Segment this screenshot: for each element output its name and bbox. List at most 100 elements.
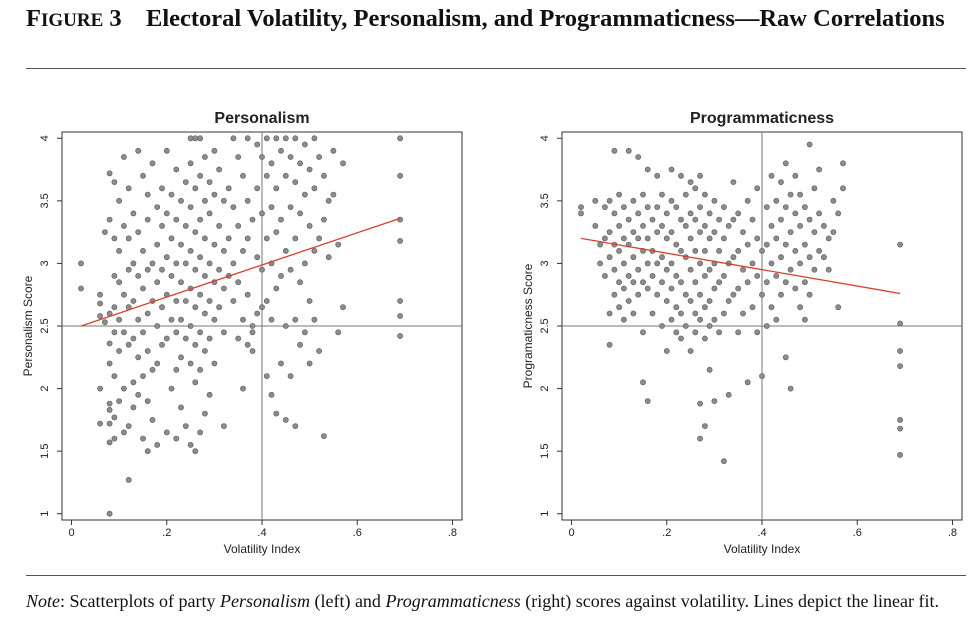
data-point (644, 166, 651, 173)
data-point (640, 222, 646, 229)
data-point (721, 204, 727, 210)
data-point (240, 247, 246, 254)
data-point (335, 329, 342, 336)
data-point (116, 197, 122, 204)
data-point (735, 210, 742, 217)
data-point (606, 197, 613, 204)
data-point (254, 141, 261, 148)
data-point (201, 235, 208, 242)
data-point (802, 279, 808, 286)
data-point (135, 316, 142, 323)
data-point (111, 329, 118, 336)
data-point (792, 172, 799, 179)
data-point (116, 247, 122, 254)
data-point (706, 235, 713, 242)
data-point (168, 316, 175, 323)
data-point (682, 291, 689, 298)
data-point (211, 191, 218, 198)
data-point (692, 329, 699, 336)
data-point (687, 179, 694, 185)
y-tick-label: 3 (539, 260, 551, 266)
y-tick-label: 1 (39, 511, 51, 517)
data-point (325, 197, 332, 204)
data-point (249, 216, 256, 223)
data-point (830, 229, 837, 235)
data-point (644, 398, 651, 404)
data-point (816, 210, 822, 217)
data-point (140, 329, 146, 336)
data-point (163, 210, 170, 217)
x-tick-label: 0 (68, 527, 74, 539)
data-point (254, 310, 261, 317)
data-point (268, 391, 275, 398)
data-point (230, 204, 237, 210)
data-point (630, 310, 637, 317)
data-point (125, 423, 132, 429)
data-point (640, 379, 646, 386)
data-point (306, 298, 313, 304)
y-tick-label: 1 (539, 511, 551, 517)
data-point (830, 197, 837, 204)
data-point (768, 304, 775, 311)
data-point (787, 191, 794, 198)
data-point (106, 360, 113, 367)
data-point (102, 229, 108, 235)
data-point (616, 191, 622, 198)
x-axis-label: Volatility Index (224, 542, 301, 556)
data-point (225, 185, 232, 192)
data-point (735, 329, 742, 336)
data-point (397, 237, 403, 244)
data-point (644, 285, 651, 292)
data-point (173, 366, 180, 373)
data-point (111, 272, 118, 279)
data-point (163, 147, 170, 154)
data-point (754, 329, 761, 336)
data-point (197, 329, 203, 336)
data-point (702, 191, 708, 198)
data-point (306, 360, 313, 367)
data-point (225, 235, 232, 242)
data-point (897, 425, 903, 432)
data-point (606, 254, 613, 261)
data-point (97, 313, 103, 319)
data-point (178, 316, 184, 323)
x-tick-label: .8 (948, 527, 957, 539)
data-point (744, 241, 751, 248)
data-point (897, 363, 903, 369)
data-point (659, 222, 665, 229)
data-point (687, 298, 694, 304)
data-point (163, 335, 170, 342)
y-tick-label: 3.5 (539, 193, 551, 208)
data-point (106, 216, 113, 223)
data-point (621, 235, 627, 242)
data-point (197, 135, 203, 142)
data-point (825, 266, 832, 273)
data-point (292, 179, 299, 185)
data-point (592, 222, 599, 229)
data-point (211, 147, 218, 154)
data-point (692, 216, 699, 223)
data-point (125, 476, 132, 483)
x-tick-label: .2 (662, 527, 671, 539)
y-tick-label: 3 (39, 260, 51, 266)
data-point (292, 135, 299, 142)
data-point (297, 210, 303, 217)
data-point (397, 135, 403, 142)
data-point (635, 291, 642, 298)
data-point (597, 241, 603, 248)
x-tick-label: .4 (757, 527, 766, 539)
data-point (154, 441, 161, 448)
data-point (140, 285, 146, 292)
data-point (173, 166, 180, 173)
data-point (835, 304, 842, 311)
data-point (578, 210, 584, 217)
data-point (149, 366, 156, 373)
data-point (673, 304, 680, 311)
data-point (135, 229, 142, 235)
data-point (668, 285, 675, 292)
data-point (263, 298, 270, 304)
data-point (154, 360, 161, 367)
data-point (121, 154, 127, 160)
data-point (692, 279, 699, 286)
data-point (216, 304, 222, 311)
